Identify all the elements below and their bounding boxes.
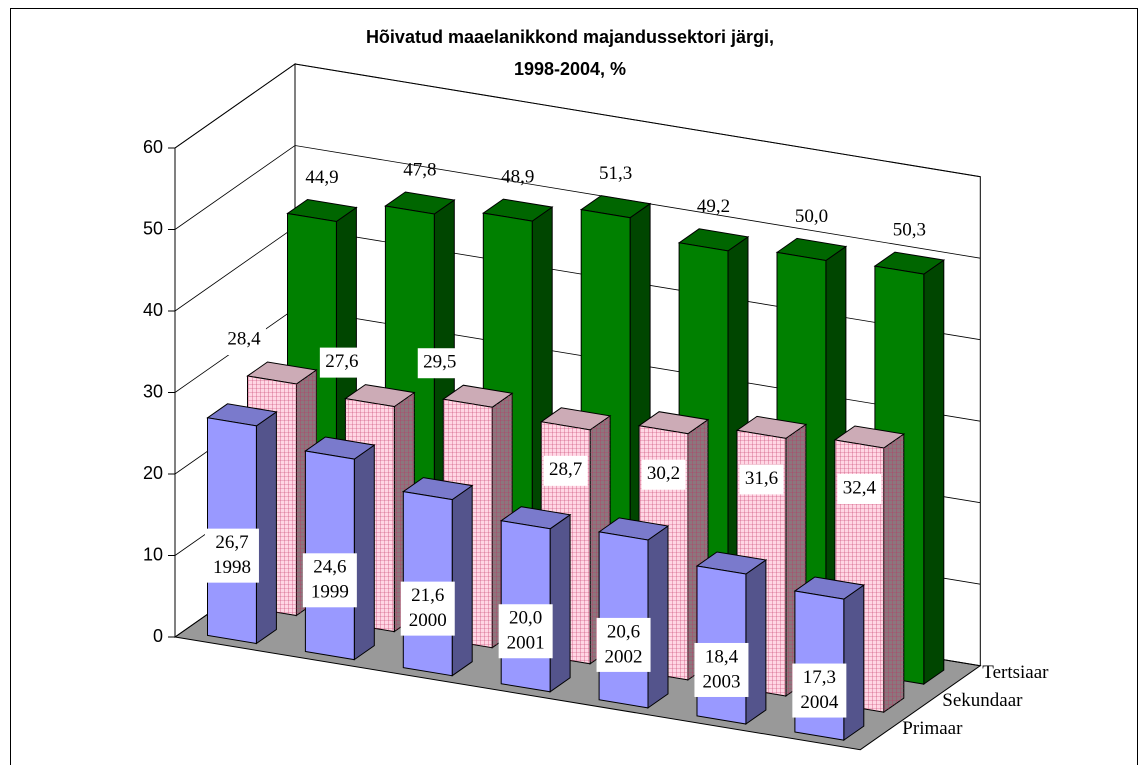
x-tick-label: 2002 [605,646,643,667]
data-label: 49,2 [697,196,730,217]
label-box [319,347,364,378]
x-tick-label: 2004 [800,692,839,713]
data-label: 51,3 [599,163,632,184]
label-box [221,324,266,355]
data-label: 50,3 [893,219,926,240]
label-box [792,663,847,718]
data-label: 17,3 [803,667,836,688]
label-box [417,348,462,379]
x-tick-label: 2000 [409,610,447,631]
label-box [694,642,749,697]
label-box [641,459,686,490]
series-label: Tertsiaar [982,662,1049,683]
bar-side [451,484,473,677]
data-label: 24,6 [313,557,346,578]
data-label: 31,6 [745,468,778,489]
data-label: 50,0 [795,206,828,227]
label-box [204,528,259,583]
data-label: 21,6 [411,585,444,606]
chart-title: 1998-2004, % [514,59,626,79]
label-box [837,473,882,504]
bar-side [923,259,945,686]
data-label: 27,6 [325,351,358,372]
label-box [498,604,553,659]
data-label: 30,2 [647,463,680,484]
bar-hatch [883,434,904,713]
bar [304,436,376,661]
label-box [543,455,588,486]
y-tick-label: 0 [153,626,163,646]
grid-line [174,63,981,178]
plot: 0 10 20 30 40 50 60 Tertsiaar Sekundaar Primaar 26… [143,63,1049,751]
bar-side [255,410,277,645]
bar-side [647,525,669,709]
series-label: Primaar [902,718,963,739]
data-label: 44,9 [305,167,338,188]
chart-title: Hõivatud maaelanikkond majandussektori j… [366,27,774,47]
bar [597,517,670,709]
bar [695,551,768,725]
data-label: 29,5 [423,352,456,373]
y-tick-label: 40 [143,300,163,320]
x-tick-label: 1999 [311,582,349,603]
bar-side [745,559,767,725]
data-label: 47,8 [403,159,436,180]
data-label: 32,4 [843,477,877,498]
data-label: 18,4 [705,646,739,667]
label-box [596,617,651,672]
data-label: 28,7 [549,459,582,480]
y-tick-label: 60 [143,137,163,157]
y-tick-label: 30 [143,381,163,401]
series-label: Sekundaar [942,690,1023,711]
x-tick-label: 1998 [213,557,251,578]
label-box [739,464,784,495]
data-label: 28,4 [227,328,261,349]
bar-side [843,584,865,742]
data-label: 20,6 [607,621,640,642]
y-tick-label: 50 [143,218,163,238]
data-label: 20,0 [509,608,542,629]
bar-side [353,444,375,661]
grid-line [174,145,981,259]
bar [499,506,572,693]
data-label: 48,9 [501,166,534,187]
label-box [400,581,455,636]
x-tick-label: 2003 [702,671,740,692]
x-tick-label: 2001 [507,633,545,654]
y-tick-label: 20 [143,463,163,483]
label-box [302,553,357,608]
y-tick-label: 10 [143,544,163,564]
bar [402,477,474,677]
data-label: 26,7 [215,532,248,553]
bar [206,403,278,645]
bar-side [549,513,571,693]
